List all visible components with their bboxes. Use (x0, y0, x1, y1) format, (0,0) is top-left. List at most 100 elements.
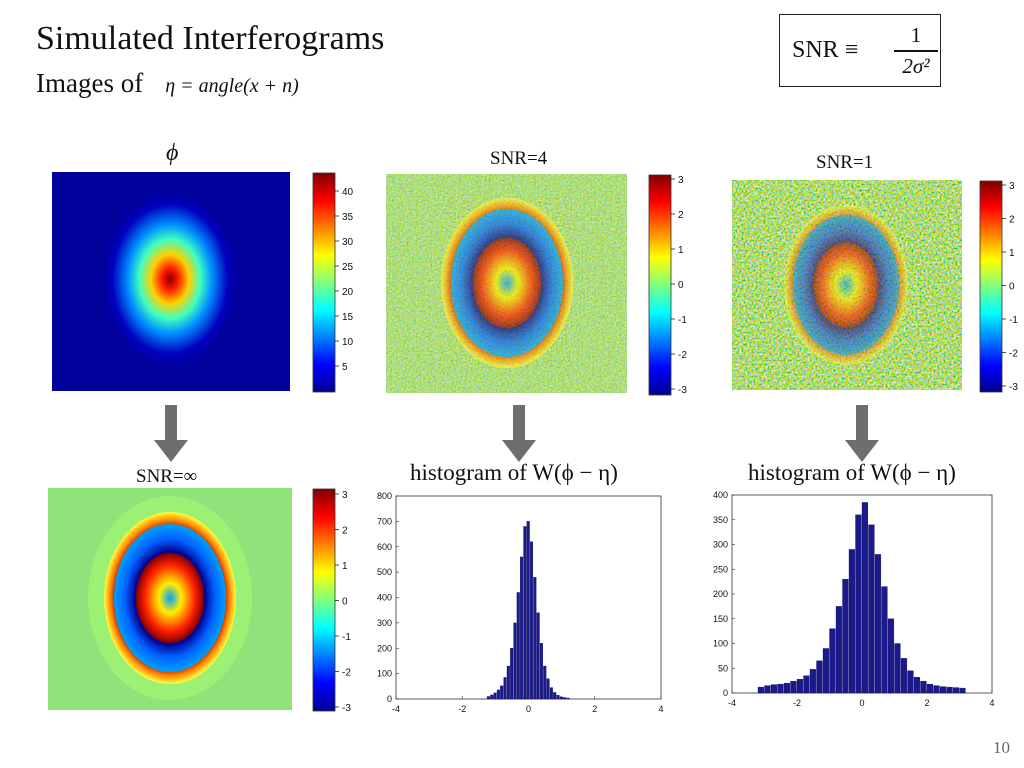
colorbar-tick-label: 2 (678, 210, 684, 221)
histogram-bar (907, 670, 914, 694)
histogram-bar (516, 592, 520, 700)
y-tick-label: 800 (377, 491, 392, 501)
snr-definition-fraction: 1 2σ² (894, 23, 938, 79)
y-tick-label: 600 (377, 542, 392, 552)
histogram-bar (952, 687, 960, 694)
subtitle-prefix: Images of (36, 68, 144, 98)
colorbar-tick-label: 5 (342, 362, 348, 373)
colorbar-tick-label: 1 (678, 245, 684, 256)
snr4-label: SNR=4 (490, 148, 548, 169)
colorbar-tick-label: -3 (678, 385, 687, 396)
histogram-bar (493, 692, 497, 700)
histogram-bar (777, 683, 784, 694)
histogram-bar (539, 643, 543, 700)
y-tick-label: 300 (377, 618, 392, 628)
snr4-colorbar: 3 2 1 0 -1 -2 -3 (648, 174, 687, 396)
histogram-bar (959, 687, 966, 694)
colorbar-tick-label: 0 (1009, 282, 1015, 293)
histogram-bar (533, 577, 537, 700)
histogram-bar (566, 697, 570, 700)
phi-colorbar: 40 35 30 25 20 15 10 5 (312, 172, 354, 393)
histogram-bar (536, 612, 540, 700)
hist-label-left: histogram of W(ϕ − η) (410, 460, 618, 485)
histogram-bar (520, 556, 524, 700)
histogram-bar (796, 678, 804, 694)
colorbar-tick-label: 15 (342, 312, 354, 323)
colorbar-tick-label: 20 (342, 287, 354, 298)
histogram-bar (500, 685, 504, 700)
y-tick-label: 200 (713, 589, 728, 599)
histogram-bar (513, 622, 517, 700)
histogram-bar (861, 502, 869, 694)
colorbar-tick-label: -3 (342, 703, 351, 714)
x-tick-label: 0 (859, 698, 864, 708)
y-tick-label: 700 (377, 516, 392, 526)
subtitle-equation: η = angle(x + n) (165, 75, 299, 97)
histogram-bar (549, 687, 553, 700)
snr1-interferogram-image (732, 180, 962, 390)
colorbar-tick-label: 1 (1009, 248, 1015, 259)
snrinf-label: SNR=∞ (136, 466, 198, 487)
histogram-bar (868, 524, 875, 694)
colorbar-tick-label: 2 (1009, 215, 1015, 226)
y-tick-label: 350 (713, 515, 728, 525)
fraction-bar (894, 50, 938, 52)
y-tick-label: 50 (718, 663, 728, 673)
histogram-bar (939, 686, 947, 694)
arrow-down-icon (154, 405, 188, 462)
histogram-bar (946, 686, 953, 694)
snrinf-interferogram-image (48, 488, 292, 710)
slide-title: Simulated Interferograms (36, 20, 385, 57)
slide-subtitle: Images of η = angle(x + n) (36, 68, 299, 99)
histogram-snr4: 0 100 200 300 400 500 600 700 800 -4 -2 0 2 4 (377, 491, 664, 714)
histogram-bar (900, 658, 908, 694)
histogram-bar (809, 669, 817, 694)
colorbar-tick-label: -2 (342, 668, 351, 679)
y-tick-label: 150 (713, 614, 728, 624)
colorbar-tick-label: -1 (678, 315, 687, 326)
histogram-bar (546, 678, 550, 700)
histogram-bar (764, 685, 771, 694)
snr-definition-box: SNR ≡ 1 2σ² (779, 14, 941, 87)
histogram-bar (543, 665, 547, 700)
x-tick-label: -2 (458, 704, 466, 714)
colorbar-tick-label: 2 (342, 526, 348, 537)
y-tick-label: 0 (723, 688, 728, 698)
y-tick-label: 200 (377, 643, 392, 653)
x-tick-label: 2 (924, 698, 929, 708)
colorbar-tick-label: 1 (342, 561, 348, 572)
histogram-bar (553, 692, 557, 700)
histogram-snr1: 0 50 100 150 200 250 300 350 400 -4 -2 0 2 4 (713, 490, 995, 708)
histogram-bar (563, 697, 567, 700)
histogram-bar (523, 526, 527, 700)
colorbar-tick-label: 25 (342, 262, 354, 273)
histogram-bar (894, 643, 901, 694)
snr-denominator: 2σ² (902, 53, 930, 78)
histogram-bar (503, 677, 507, 700)
snrinf-colorbar: 3 2 1 0 -1 -2 -3 (312, 488, 351, 714)
snr-definition-lhs: SNR ≡ (792, 37, 859, 63)
histogram-bar (556, 695, 560, 700)
y-tick-label: 100 (713, 639, 728, 649)
histogram-bar (874, 554, 882, 694)
histogram-bar (848, 549, 856, 694)
colorbar-tick-label: -2 (1009, 349, 1018, 360)
y-tick-label: 0 (387, 694, 392, 704)
x-tick-label: 4 (658, 704, 663, 714)
x-tick-label: 2 (592, 704, 597, 714)
colorbar-tick-label: -2 (678, 350, 687, 361)
y-tick-label: 100 (377, 669, 392, 679)
histogram-bar (816, 660, 823, 694)
colorbar-tick-label: 0 (678, 280, 684, 291)
histogram-bar (855, 514, 862, 694)
x-tick-label: 0 (526, 704, 531, 714)
histogram-bar (526, 521, 530, 700)
colorbar-tick-label: -1 (1009, 315, 1018, 326)
colorbar-tick-label: 30 (342, 237, 354, 248)
snr-numerator: 1 (910, 23, 922, 47)
histogram-bar (486, 696, 490, 700)
x-tick-label: -4 (392, 704, 400, 714)
phi-image (52, 172, 290, 391)
hist-label-right: histogram of W(ϕ − η) (748, 460, 956, 485)
